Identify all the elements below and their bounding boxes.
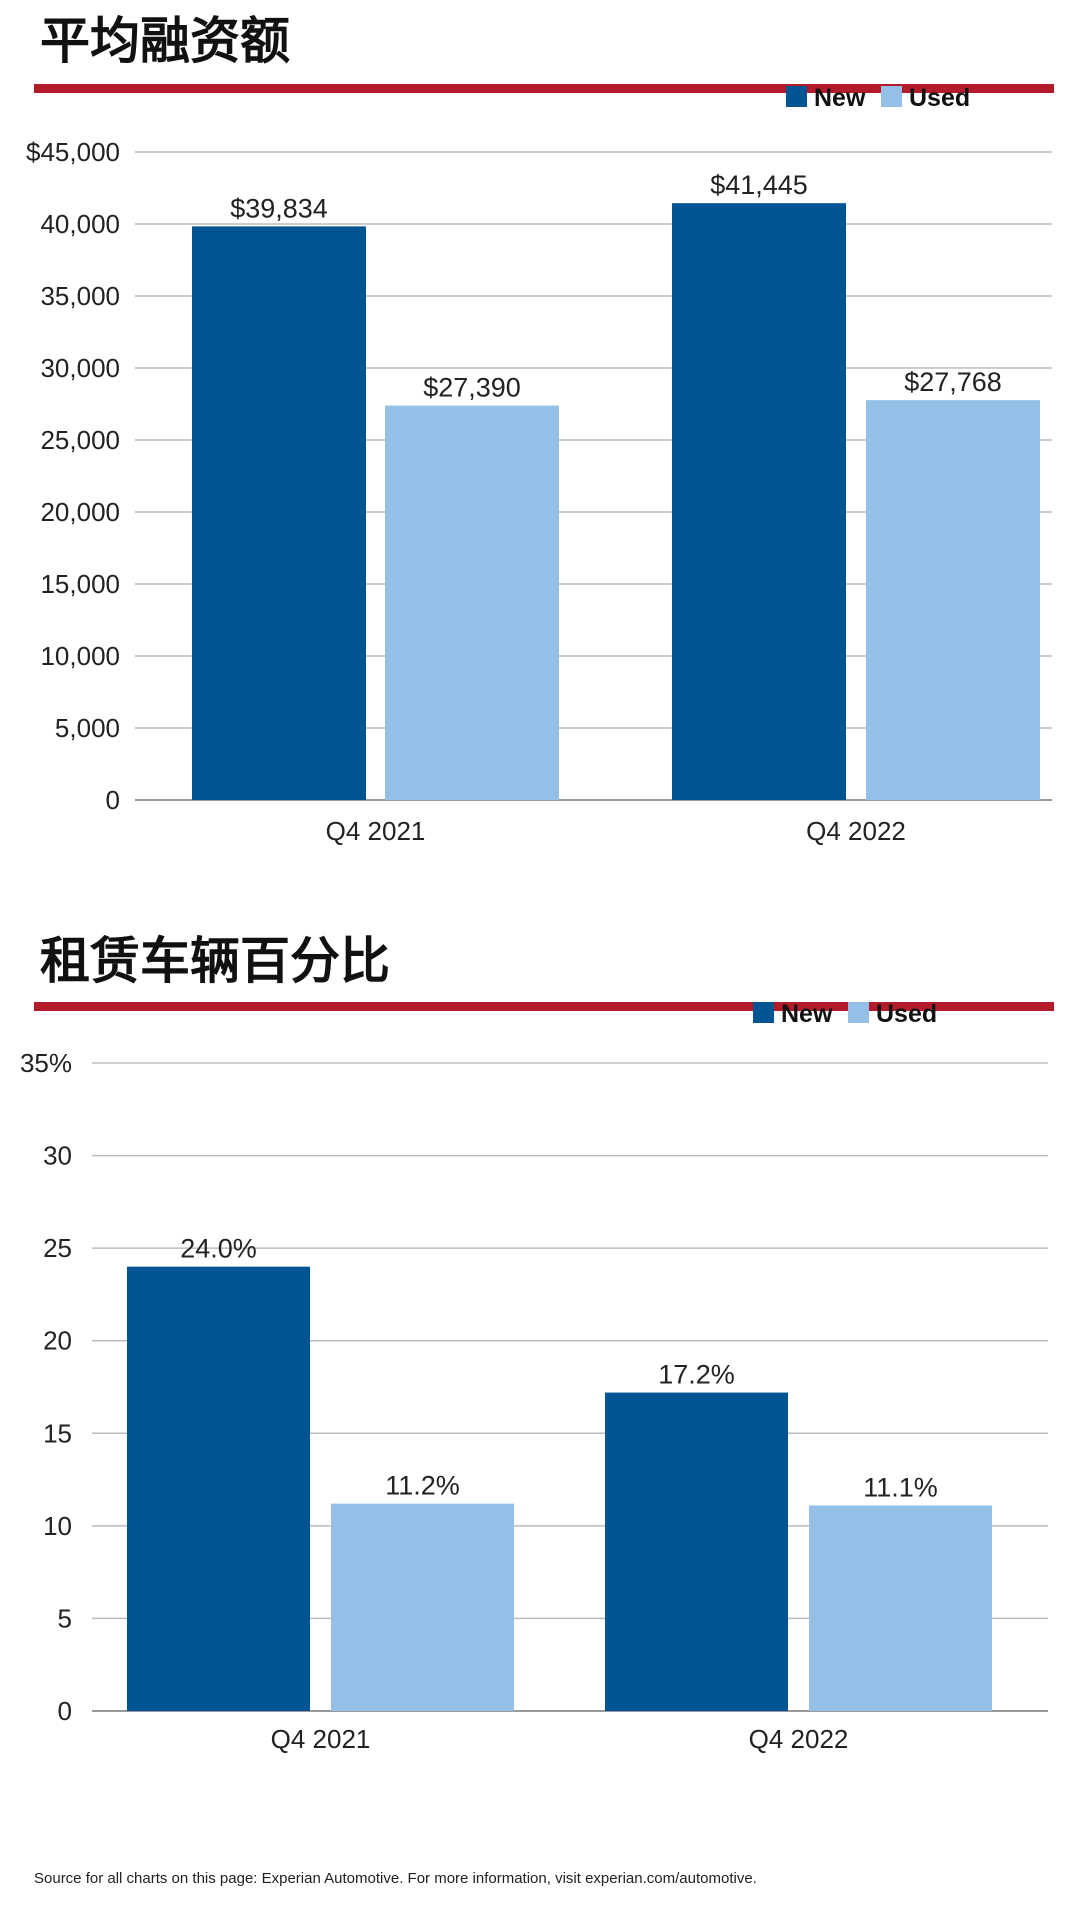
data-label: $27,768 [904, 367, 1002, 397]
y-tick-label: $45,000 [26, 137, 120, 167]
bar-new-q4-2022 [605, 1392, 788, 1711]
title-rule [34, 84, 1054, 93]
y-tick-label: 10,000 [40, 641, 120, 671]
y-tick-label: 0 [106, 785, 120, 815]
x-category-label: Q4 2021 [271, 1724, 371, 1754]
bar-used-q4-2022 [866, 400, 1040, 800]
y-tick-label: 25,000 [40, 425, 120, 455]
legend-swatch-new [753, 1002, 774, 1023]
data-label: 17.2% [658, 1360, 735, 1390]
title-rule [34, 1002, 1054, 1011]
chart-section-lease-percentage: 租赁车辆百分比 0 5 10 15 20 25 30 35% 24.0% 11.2% Q4 2021… [0, 900, 1080, 1780]
y-tick-label: 30 [43, 1141, 72, 1171]
data-label: 11.1% [863, 1472, 938, 1502]
data-label: $41,445 [710, 170, 808, 200]
legend-label-used: Used [876, 1000, 937, 1028]
x-category-label: Q4 2022 [806, 816, 906, 846]
data-label: $27,390 [423, 373, 521, 403]
bar-new-q4-2021 [192, 226, 366, 801]
chart-section-average-financing: 平均融资额 0 5,000 10,000 15,000 20,000 25,000 30,0… [0, 0, 1080, 880]
y-tick-label: 20 [43, 1326, 72, 1356]
x-category-label: Q4 2022 [749, 1724, 849, 1754]
y-tick-label: 10 [43, 1511, 72, 1541]
data-label: 24.0% [180, 1234, 257, 1264]
y-tick-label: 30,000 [40, 353, 120, 383]
y-tick-label: 20,000 [40, 497, 120, 527]
y-tick-label: 15,000 [40, 569, 120, 599]
bar-used-q4-2022 [809, 1505, 992, 1711]
y-tick-label: 25 [43, 1233, 72, 1263]
bar-used-q4-2021 [331, 1503, 514, 1711]
y-tick-label: 40,000 [40, 209, 120, 239]
legend-swatch-used [881, 86, 902, 107]
legend-label-new: New [814, 84, 866, 112]
legend-label-new: New [781, 1000, 833, 1028]
chart-title: 平均融资额 [40, 12, 290, 70]
x-category-label: Q4 2021 [326, 816, 426, 846]
legend-swatch-new [786, 86, 807, 107]
data-label: 11.2% [385, 1471, 460, 1501]
y-tick-label: 5,000 [55, 713, 120, 743]
bar-chart-lease-percentage: 0 5 10 15 20 25 30 35% 24.0% 11.2% Q4 2021 17.2% 11.… [20, 1000, 1048, 1754]
data-label: $39,834 [230, 193, 328, 223]
bar-chart-average-financing: 0 5,000 10,000 15,000 20,000 25,000 30,000 35,0… [26, 84, 1052, 846]
chart-title: 租赁车辆百分比 [40, 932, 390, 990]
y-tick-label: 5 [58, 1603, 72, 1633]
y-tick-label: 15 [43, 1418, 72, 1448]
y-tick-label: 35% [20, 1048, 72, 1078]
legend-swatch-used [848, 1002, 869, 1023]
y-tick-label: 0 [58, 1696, 72, 1726]
bar-used-q4-2021 [385, 405, 559, 800]
bar-new-q4-2022 [672, 203, 846, 800]
legend-label-used: Used [909, 84, 970, 112]
bar-new-q4-2021 [127, 1266, 310, 1711]
y-tick-label: 35,000 [40, 281, 120, 311]
source-note: Source for all charts on this page: Expe… [34, 1870, 757, 1887]
